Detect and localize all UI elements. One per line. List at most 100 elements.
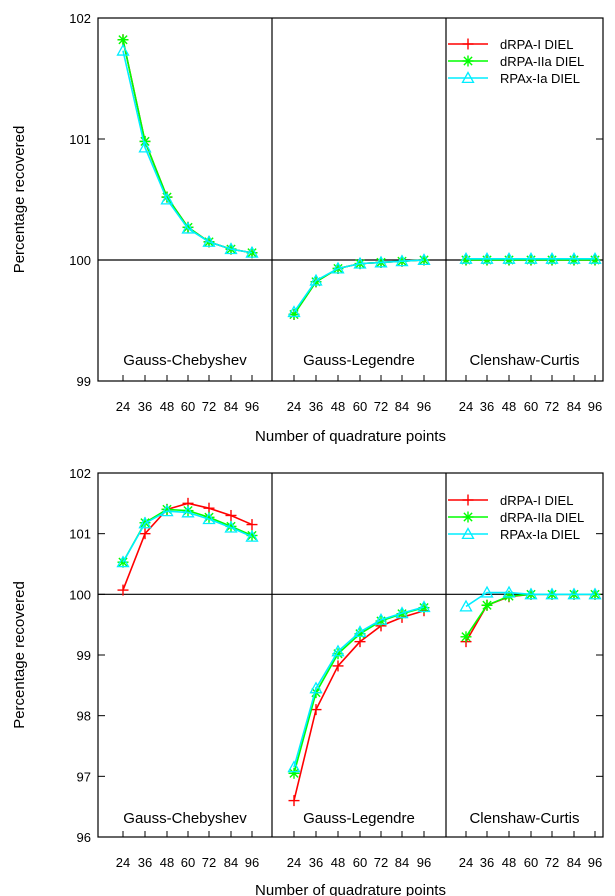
- panel-title: Gauss-Legendre: [303, 810, 415, 827]
- y-tick-label: 100: [69, 587, 91, 602]
- panel-title: Gauss-Legendre: [303, 352, 415, 369]
- plot-frame: [97, 17, 604, 382]
- data-point: [545, 587, 559, 600]
- legend-label: dRPA-IIa DIEL: [500, 510, 584, 525]
- legend-marker: [462, 38, 474, 50]
- x-tick-label: 84: [395, 399, 409, 414]
- data-point: [117, 584, 129, 596]
- data-point: [395, 606, 409, 619]
- y-tick-label: 99: [77, 374, 91, 389]
- y-tick-label: 96: [77, 830, 91, 845]
- data-point: [524, 251, 538, 264]
- data-point: [181, 505, 195, 518]
- data-point: [224, 520, 238, 533]
- panel-clenshaw-curtis: 24 36 48 60 72 84 96 Clenshaw-Curtis: [459, 251, 602, 414]
- x-tick-label: 96: [245, 855, 259, 870]
- series-rpax-ia-diel: [459, 251, 602, 264]
- legend-marker: [462, 511, 474, 523]
- y-tick-label: 100: [69, 253, 91, 268]
- y-tick-label: 102: [69, 466, 91, 481]
- x-tick-label: 24: [459, 399, 473, 414]
- x-tick-label: 36: [480, 399, 494, 414]
- data-point: [309, 273, 323, 286]
- x-tick-label: 60: [524, 855, 538, 870]
- x-tick-label: 84: [224, 855, 238, 870]
- y-tick-label: 101: [69, 132, 91, 147]
- x-tick-label: 60: [353, 855, 367, 870]
- data-point: [353, 256, 367, 269]
- x-tick-label: 72: [374, 855, 388, 870]
- x-tick-label: 36: [309, 399, 323, 414]
- data-point: [309, 681, 323, 694]
- data-point: [310, 704, 322, 716]
- data-point: [545, 251, 559, 264]
- bottom-chart: 96 97 98 99 100 101 102 Percentage recovered Num…: [11, 466, 604, 896]
- panel-title: Gauss-Chebyshev: [123, 352, 247, 369]
- data-point: [225, 509, 237, 521]
- legend: dRPA-I DIEL dRPA-IIa DIEL RPAx-Ia DIEL: [448, 37, 584, 86]
- panel-title: Clenshaw-Curtis: [469, 352, 579, 369]
- x-tick-label: 24: [287, 399, 301, 414]
- series-line: [122, 50, 253, 254]
- x-tick-label: 48: [502, 399, 516, 414]
- data-point: [288, 795, 300, 807]
- series-line: [465, 591, 595, 608]
- y-axis-label: Percentage recovered: [11, 581, 28, 729]
- y-axis-label: Percentage recovered: [11, 126, 28, 274]
- x-tick-label: 84: [567, 855, 581, 870]
- legend-label: dRPA-IIa DIEL: [500, 54, 584, 69]
- data-point: [116, 555, 130, 568]
- data-point: [287, 760, 301, 773]
- series-rpax-ia-diel: [287, 253, 431, 318]
- top-chart: 99 100 101 102 Percentage recovered Number of…: [11, 11, 604, 445]
- legend-label: RPAx-Ia DIEL: [500, 71, 580, 86]
- y-tick-label: 101: [69, 527, 91, 542]
- data-point: [567, 251, 581, 264]
- x-tick-label: 48: [331, 399, 345, 414]
- x-tick-label: 96: [588, 855, 602, 870]
- x-tick-label: 36: [309, 855, 323, 870]
- x-tick-label: 24: [459, 855, 473, 870]
- x-tick-label: 72: [545, 399, 559, 414]
- data-point: [116, 43, 130, 56]
- y-tick-label: 102: [69, 11, 91, 26]
- data-point: [395, 254, 409, 267]
- series-rpax-ia-diel: [116, 504, 259, 568]
- legend-marker: [461, 71, 475, 84]
- data-point: [160, 504, 174, 517]
- data-point: [288, 767, 300, 779]
- series-rpax-ia-diel: [116, 43, 259, 258]
- plot-frame: [97, 472, 604, 838]
- x-tick-label: 72: [202, 855, 216, 870]
- x-tick-label: 96: [245, 399, 259, 414]
- data-point: [181, 221, 195, 234]
- legend-marker: [462, 55, 474, 67]
- x-tick-label: 96: [588, 399, 602, 414]
- x-tick-label: 60: [353, 399, 367, 414]
- panel-title: Clenshaw-Curtis: [469, 810, 579, 827]
- y-tick-label: 98: [77, 709, 91, 724]
- data-point: [588, 587, 602, 600]
- x-tick-label: 24: [116, 399, 130, 414]
- data-point: [460, 631, 472, 643]
- data-point: [246, 519, 258, 531]
- data-point: [245, 529, 259, 542]
- series-drpa-i-diel: [117, 497, 258, 596]
- legend-label: dRPA-I DIEL: [500, 37, 573, 52]
- legend-marker: [461, 527, 475, 540]
- data-point: [287, 305, 301, 318]
- x-tick-label: 60: [524, 399, 538, 414]
- panel-clenshaw-curtis: 24 36 48 60 72 84 96 Clenshaw-Curtis: [459, 585, 602, 870]
- x-tick-label: 48: [331, 855, 345, 870]
- data-point: [138, 140, 152, 153]
- series-rpax-ia-diel: [459, 585, 602, 612]
- series-line: [122, 510, 253, 563]
- series-line: [293, 259, 425, 313]
- data-point: [480, 585, 494, 598]
- x-tick-label: 24: [116, 855, 130, 870]
- data-point: [502, 251, 516, 264]
- panel-title: Gauss-Chebyshev: [123, 810, 247, 827]
- legend-marker: [462, 494, 474, 506]
- data-point: [224, 242, 238, 255]
